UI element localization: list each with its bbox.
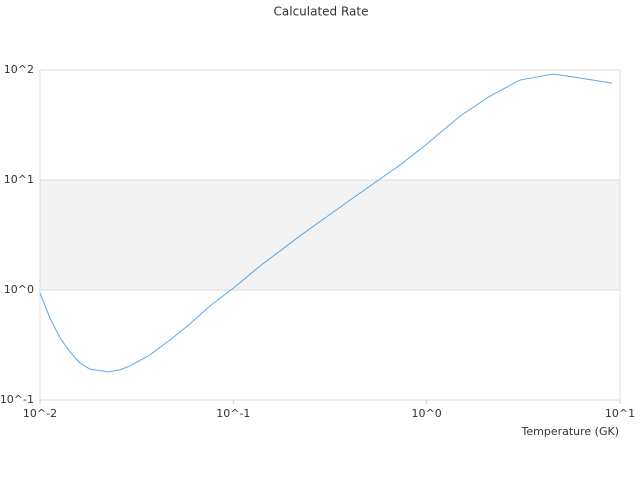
x-axis-label: Temperature (GK) [521, 425, 620, 438]
y-tick-label: 10^0 [4, 283, 34, 296]
x-tick-label: 10^0 [412, 407, 442, 420]
grid-band [40, 180, 620, 290]
data-line [39, 73, 613, 373]
x-tick-label: 10^-1 [216, 407, 250, 420]
y-tick-label: 10^-1 [0, 393, 34, 406]
x-tick-label: 10^1 [605, 407, 635, 420]
y-tick-label: 10^2 [4, 63, 34, 76]
chart-title: Calculated Rate [274, 5, 369, 19]
x-tick-label: 10^-2 [23, 407, 57, 420]
y-tick-label: 10^1 [4, 173, 34, 186]
